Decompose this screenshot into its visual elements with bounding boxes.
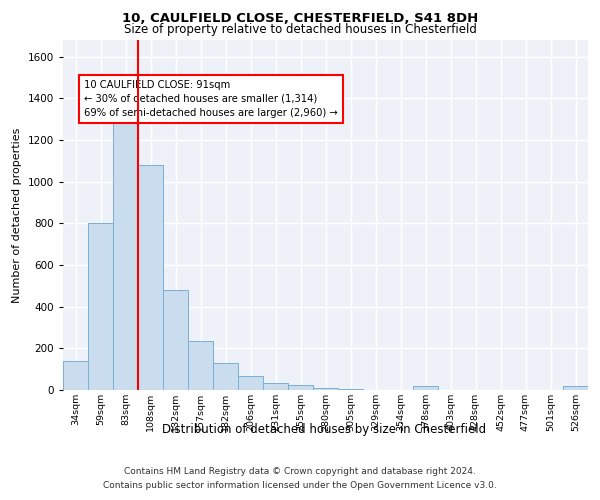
Text: Contains public sector information licensed under the Open Government Licence v3: Contains public sector information licen… <box>103 481 497 490</box>
Bar <box>313 388 338 390</box>
Bar <box>213 363 238 390</box>
Bar <box>563 386 588 390</box>
Bar <box>88 224 113 390</box>
Bar <box>113 124 138 390</box>
Y-axis label: Number of detached properties: Number of detached properties <box>12 128 22 302</box>
Bar <box>138 165 163 390</box>
Bar <box>413 386 438 390</box>
Bar <box>338 389 363 390</box>
Bar <box>288 386 313 390</box>
Bar <box>163 290 188 390</box>
Bar <box>63 361 88 390</box>
Text: Distribution of detached houses by size in Chesterfield: Distribution of detached houses by size … <box>162 422 486 436</box>
Text: 10 CAULFIELD CLOSE: 91sqm
← 30% of detached houses are smaller (1,314)
69% of se: 10 CAULFIELD CLOSE: 91sqm ← 30% of detac… <box>84 80 338 118</box>
Bar <box>263 382 288 390</box>
Text: Contains HM Land Registry data © Crown copyright and database right 2024.: Contains HM Land Registry data © Crown c… <box>124 468 476 476</box>
Bar <box>238 376 263 390</box>
Bar <box>188 341 213 390</box>
Text: 10, CAULFIELD CLOSE, CHESTERFIELD, S41 8DH: 10, CAULFIELD CLOSE, CHESTERFIELD, S41 8… <box>122 12 478 26</box>
Text: Size of property relative to detached houses in Chesterfield: Size of property relative to detached ho… <box>124 22 476 36</box>
